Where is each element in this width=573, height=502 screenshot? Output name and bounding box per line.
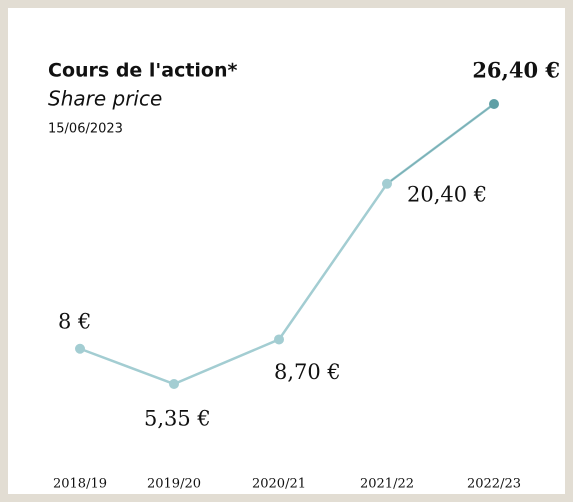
- x-tick-label: 2021/22: [360, 477, 414, 492]
- x-tick-label: 2022/23: [467, 477, 521, 492]
- chart-date: 15/06/2023: [48, 122, 123, 137]
- value-label: 5,35 €: [144, 407, 211, 431]
- point: [382, 178, 392, 189]
- point: [75, 343, 85, 354]
- value-label: 20,40 €: [407, 182, 487, 206]
- x-tick-label: 2019/20: [147, 477, 201, 492]
- value-label: 26,40 €: [472, 58, 560, 83]
- point: [274, 334, 284, 345]
- value-label: 8,70 €: [274, 360, 341, 384]
- chart-title: Cours de l'action*: [48, 60, 238, 82]
- value-label: 8 €: [58, 309, 91, 333]
- point: [169, 379, 179, 389]
- x-tick-label: 2020/21: [252, 477, 306, 492]
- chart-subtitle: Share price: [48, 87, 162, 111]
- line-highlight: [386, 103, 495, 185]
- point: [489, 99, 499, 109]
- x-tick-label: 2018/19: [53, 477, 107, 492]
